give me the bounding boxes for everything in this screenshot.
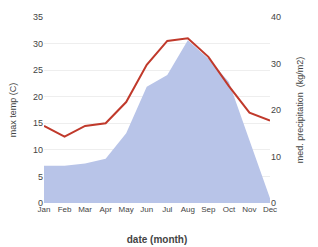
svg-text:20: 20 xyxy=(271,105,281,115)
svg-text:Dec: Dec xyxy=(263,205,277,214)
svg-text:Mar: Mar xyxy=(78,205,92,214)
svg-text:35: 35 xyxy=(33,12,43,22)
svg-text:Jan: Jan xyxy=(38,205,51,214)
svg-text:30: 30 xyxy=(33,39,43,49)
svg-text:10: 10 xyxy=(33,145,43,155)
svg-text:May: May xyxy=(119,205,134,214)
svg-text:10: 10 xyxy=(271,152,281,162)
svg-text:Oct: Oct xyxy=(223,205,236,214)
svg-text:Jun: Jun xyxy=(140,205,153,214)
svg-text:max temp (C): max temp (C) xyxy=(8,83,18,138)
svg-text:Apr: Apr xyxy=(99,205,112,214)
svg-text:0: 0 xyxy=(271,198,276,208)
svg-text:0: 0 xyxy=(38,198,43,208)
svg-text:20: 20 xyxy=(33,92,43,102)
svg-text:Sep: Sep xyxy=(201,205,216,214)
svg-text:30: 30 xyxy=(271,59,281,69)
svg-text:5: 5 xyxy=(38,172,43,182)
svg-text:Nov: Nov xyxy=(242,205,256,214)
svg-text:date (month): date (month) xyxy=(127,234,188,245)
svg-text:40: 40 xyxy=(271,12,281,22)
svg-text:med. precipitation (kg/m2): med. precipitation (kg/m2) xyxy=(295,57,305,164)
svg-text:Jul: Jul xyxy=(162,205,172,214)
svg-text:15: 15 xyxy=(33,118,43,128)
svg-text:25: 25 xyxy=(33,65,43,75)
svg-text:Feb: Feb xyxy=(58,205,72,214)
svg-text:Aug: Aug xyxy=(181,205,195,214)
